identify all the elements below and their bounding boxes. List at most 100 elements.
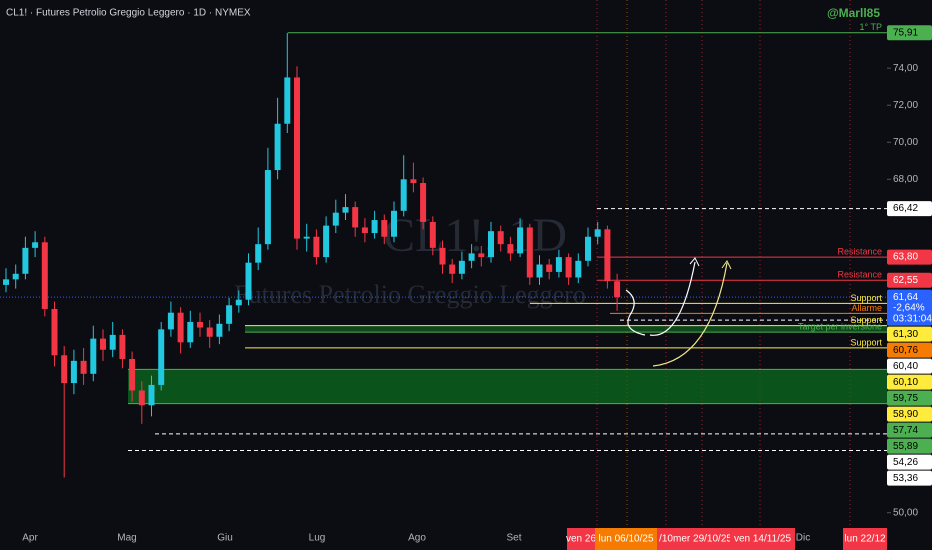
- level-label: 1° TP: [860, 22, 882, 32]
- candle-body: [342, 207, 349, 213]
- candle-body: [167, 312, 174, 330]
- y-tick-label: 74,00: [893, 63, 918, 74]
- candle-body: [594, 229, 601, 237]
- candle-body: [497, 231, 504, 245]
- price-badge-label: 54,26: [893, 457, 918, 468]
- price-badge-label: 63,80: [893, 252, 918, 263]
- date-marker: ven 26: [566, 534, 596, 545]
- candle-body: [507, 244, 514, 254]
- candle-body: [3, 279, 9, 285]
- watermark: Futures Petrolio Greggio Leggero: [234, 280, 586, 309]
- candle-body: [458, 260, 465, 274]
- price-badge-label: 60,76: [893, 345, 918, 356]
- price-badge: [887, 454, 932, 470]
- date-marker: lun 22/12: [844, 534, 886, 545]
- candle-body: [478, 253, 485, 258]
- price-badge: [887, 390, 932, 406]
- price-badge-label: 61,30: [893, 329, 918, 340]
- price-badge: [887, 438, 932, 454]
- candle-body: [100, 338, 106, 350]
- price-badge-label: 61,64: [893, 292, 918, 303]
- candle-body: [323, 225, 330, 258]
- candle-body: [565, 257, 572, 278]
- date-marker: /10: [659, 534, 673, 545]
- date-marker: lun 06/10/25: [598, 534, 653, 545]
- candle-body: [294, 77, 300, 239]
- candle-body: [22, 247, 29, 274]
- candle-body: [371, 220, 378, 234]
- candle-body: [536, 264, 543, 278]
- candle-body: [70, 360, 77, 384]
- candle-body: [585, 236, 591, 261]
- y-tick-label: 50,00: [893, 507, 918, 518]
- candle-body: [575, 260, 582, 278]
- arrow: [625, 289, 646, 336]
- price-badge-label: 60,40: [893, 361, 918, 372]
- zone: [128, 369, 887, 404]
- price-badge: [887, 326, 932, 342]
- candle-body: [255, 244, 262, 263]
- level-label: Allarme: [851, 303, 882, 313]
- x-tick-label: Dic: [796, 533, 810, 544]
- price-badge: [887, 201, 932, 217]
- candle-body: [391, 210, 397, 237]
- candle-body: [12, 273, 19, 280]
- arrow-head: [721, 260, 732, 270]
- candle-body: [614, 281, 621, 298]
- candle-body: [216, 323, 223, 337]
- candle-body: [61, 355, 68, 384]
- watermark: CL1!, 1D: [383, 209, 567, 262]
- candle-body: [80, 360, 87, 374]
- price-badge: [887, 374, 932, 390]
- price-badge: [887, 470, 932, 486]
- price-badge-label: 57,74: [893, 425, 918, 436]
- price-badge-label: 66,42: [893, 203, 918, 214]
- candle-body: [235, 299, 242, 306]
- candle-body: [138, 390, 145, 406]
- candle-body: [468, 253, 475, 261]
- y-tick-label: 68,00: [893, 174, 918, 185]
- candle-body: [264, 170, 271, 245]
- candle-body: [488, 231, 494, 258]
- candle-body: [332, 212, 339, 226]
- candle-body: [313, 236, 320, 258]
- candle-body: [206, 327, 213, 337]
- candle-body: [361, 227, 368, 234]
- date-marker-bg: [595, 528, 657, 550]
- countdown: 03:31:04: [893, 313, 932, 324]
- date-marker: mer 29/10/25: [673, 534, 732, 545]
- candle-body: [546, 264, 553, 272]
- author: @Marll85: [827, 6, 880, 20]
- candle-body: [604, 229, 611, 282]
- candle-body: [429, 221, 436, 248]
- price-badge-label: 62,55: [893, 275, 918, 286]
- level-label: Support: [850, 315, 882, 325]
- axes: 74,00 72,00 70,00 68,00 50,00 Apr Mag Giu Lug Ago…: [22, 22, 932, 550]
- candle-body: [41, 242, 48, 309]
- zone: [245, 325, 887, 333]
- candle-body: [51, 308, 58, 356]
- level-label: Resistance: [837, 246, 882, 256]
- price-badge-label: 60,10: [893, 377, 918, 388]
- date-marker-bg: [675, 528, 730, 550]
- level-label: Support: [850, 337, 882, 347]
- price-badge-label: 55,89: [893, 441, 918, 452]
- candle-body: [274, 123, 281, 171]
- level-label: Target per inversione: [798, 322, 882, 332]
- price-badge-label: 59,75: [893, 393, 918, 404]
- candle-body: [400, 179, 407, 211]
- date-marker-bg: [730, 528, 795, 550]
- price-badge-label: 58,90: [893, 409, 918, 420]
- candle-body: [555, 257, 562, 272]
- candle-body: [148, 384, 155, 406]
- arrow: [652, 262, 728, 367]
- candle-body: [303, 236, 310, 239]
- date-marker-bg: [843, 528, 887, 550]
- x-tick-label: Apr: [22, 533, 38, 544]
- arrow-head: [689, 257, 700, 267]
- plot-marks: [3, 32, 621, 478]
- y-tick-label: 72,00: [893, 100, 918, 111]
- candle-body: [158, 329, 165, 385]
- candle-body: [32, 242, 39, 248]
- x-tick-label: Lug: [309, 533, 326, 544]
